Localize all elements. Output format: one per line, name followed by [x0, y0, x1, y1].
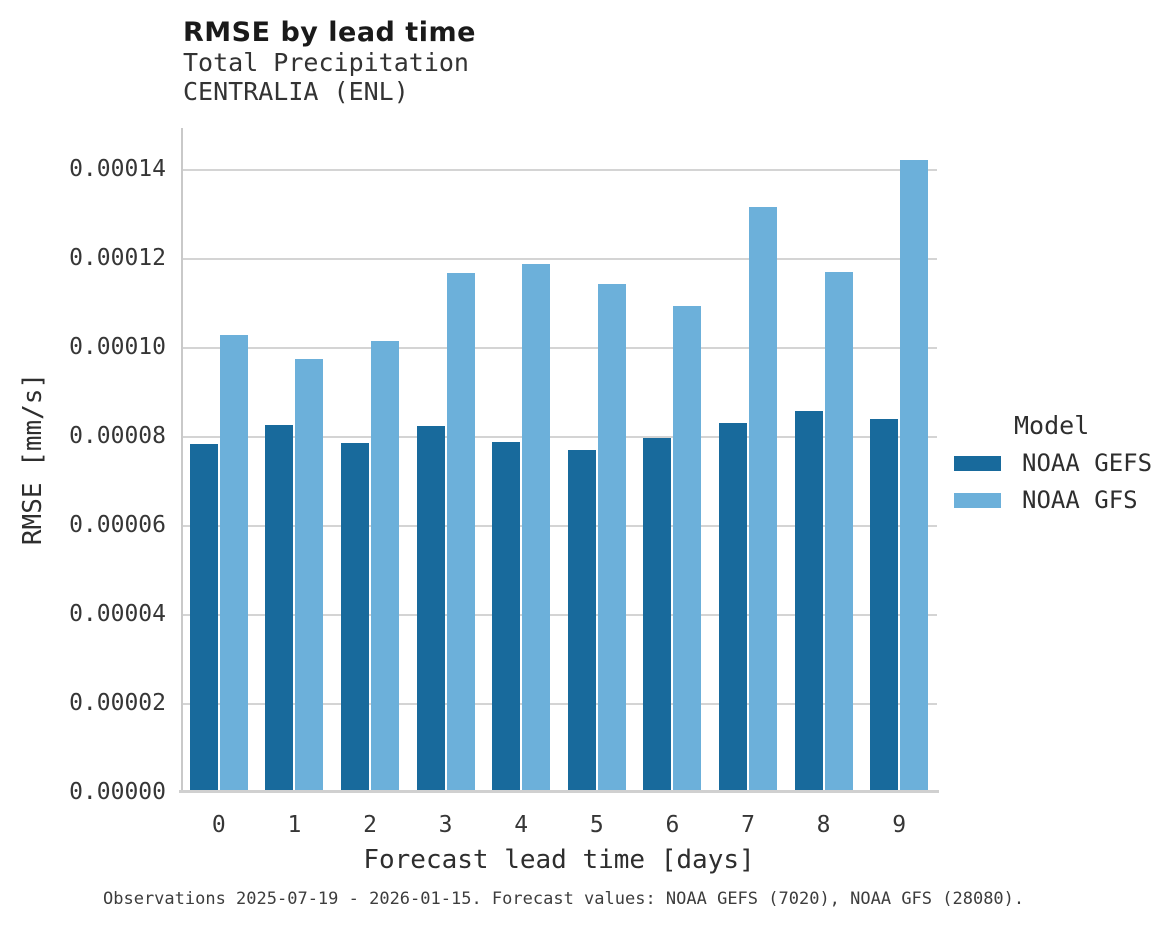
y-tick-label: 0.00002	[69, 689, 166, 716]
gridline	[183, 257, 937, 260]
x-axis-label: Forecast lead time [days]	[363, 845, 755, 875]
legend: Model NOAA GEFS NOAA GFS	[954, 411, 1152, 524]
x-tick-label: 1	[287, 812, 302, 838]
gridline	[183, 435, 937, 438]
bar-noaa-gfs-day-5	[597, 284, 626, 791]
x-tick-label: 3	[438, 812, 453, 838]
chart-title: RMSE by lead time	[183, 17, 476, 48]
y-tick-label: 0.00012	[69, 244, 166, 271]
legend-swatch-noaa-gefs	[954, 455, 1001, 471]
x-tick-label: 4	[514, 812, 529, 838]
y-tick-label: 0.00004	[69, 600, 166, 627]
y-axis-tick-labels: 0.00000 0.00002 0.00004 0.00006 0.00008 0.000…	[0, 128, 166, 805]
x-tick-label: 2	[363, 812, 377, 838]
bar-noaa-gfs-day-0	[219, 335, 248, 791]
bar-noaa-gefs-day-5	[567, 450, 596, 791]
bar-noaa-gefs-day-3	[416, 426, 445, 791]
bar-noaa-gfs-day-3	[446, 273, 475, 791]
bar-noaa-gfs-day-7	[749, 207, 777, 791]
x-tick-label: 5	[589, 812, 604, 838]
y-axis-spine	[181, 128, 183, 793]
x-axis-tick-labels: 0 1 2 3 4 5 6 7 8 9	[181, 812, 937, 842]
gridline	[183, 346, 937, 349]
x-tick-label: 9	[892, 812, 907, 838]
x-tick-label: 8	[816, 812, 831, 838]
y-tick-label: 0.00008	[69, 422, 166, 449]
y-tick-label: 0.00010	[69, 333, 166, 360]
legend-entry-noaa-gefs: NOAA GEFS	[954, 449, 1153, 477]
y-tick-label: 0.00014	[69, 155, 166, 182]
caption: Observations 2025-07-19 - 2026-01-15. Fo…	[103, 889, 1025, 909]
legend-label-noaa-gefs: NOAA GEFS	[1022, 449, 1153, 477]
x-tick-label: 6	[665, 812, 680, 838]
x-tick-label: 0	[211, 812, 226, 838]
plot-area	[179, 128, 939, 793]
y-tick-label: 0.00000	[69, 779, 166, 805]
chart-header: RMSE by lead time Total Precipitation CE…	[183, 17, 476, 106]
x-axis-spine	[179, 790, 939, 793]
gridline	[183, 168, 937, 171]
x-tick-label: 7	[741, 812, 755, 838]
bar-noaa-gefs-day-7	[719, 423, 747, 791]
bar-noaa-gefs-day-4	[492, 442, 521, 791]
gridline	[183, 613, 937, 616]
bar-noaa-gefs-day-0	[189, 444, 218, 791]
legend-label-noaa-gfs: NOAA GFS	[1022, 486, 1138, 514]
gridline	[183, 524, 937, 527]
bar-noaa-gefs-day-9	[870, 419, 899, 791]
bar-noaa-gfs-day-2	[371, 341, 399, 791]
bar-noaa-gfs-day-1	[295, 359, 324, 791]
bar-noaa-gfs-day-8	[824, 272, 853, 791]
legend-swatch-noaa-gfs	[954, 492, 1001, 508]
bar-noaa-gfs-day-6	[673, 306, 702, 791]
y-tick-label: 0.00006	[69, 511, 166, 538]
bar-noaa-gfs-day-9	[900, 160, 929, 791]
bar-noaa-gefs-day-6	[643, 438, 672, 791]
chart-subtitle-variable: Total Precipitation	[183, 48, 469, 77]
bar-noaa-gfs-day-4	[522, 264, 551, 791]
legend-title: Model	[1014, 411, 1090, 440]
gridline	[183, 702, 937, 705]
bar-noaa-gefs-day-1	[265, 425, 294, 791]
chart-subtitle-station: CENTRALIA (ENL)	[183, 77, 409, 106]
legend-entry-noaa-gfs: NOAA GFS	[954, 486, 1152, 514]
bar-noaa-gefs-day-8	[794, 411, 823, 791]
bar-noaa-gefs-day-2	[341, 443, 369, 791]
